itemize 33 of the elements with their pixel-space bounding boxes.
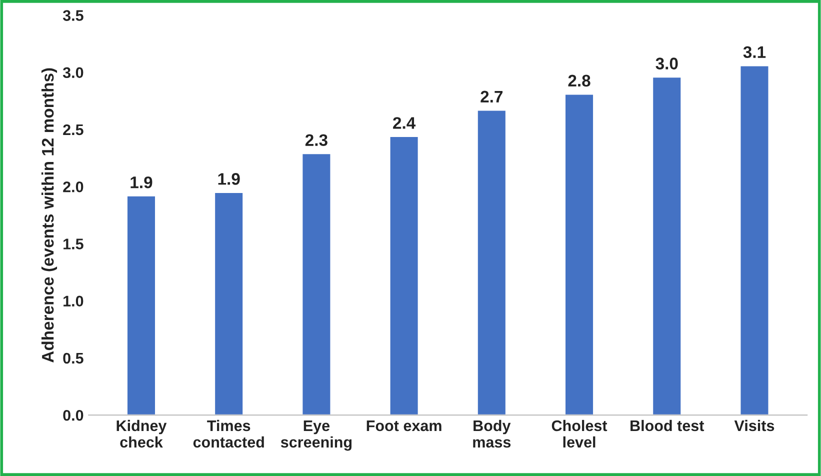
data-label: 1.9 <box>130 176 152 188</box>
bar <box>388 136 420 416</box>
y-tick-label: 0.0 <box>63 410 84 421</box>
bar <box>652 76 682 416</box>
data-label: 2.3 <box>305 134 328 146</box>
data-label: 2.7 <box>480 90 503 102</box>
data-label: 2.4 <box>393 117 416 129</box>
y-tick-label: 1.5 <box>64 238 84 250</box>
x-tick-label: Kidney check <box>116 420 167 448</box>
y-axis-title: Adherence (events within 12 months) <box>41 68 58 362</box>
bar <box>476 109 507 416</box>
x-tick-label: Eye screening <box>280 420 352 451</box>
x-tick-label: Blood test <box>630 420 704 432</box>
x-tick-label: Times contacted <box>193 420 264 448</box>
x-tick-label: Body mass <box>473 420 511 448</box>
data-label: 2.8 <box>568 74 590 87</box>
bar <box>126 195 156 416</box>
y-tick-label: 3.0 <box>62 67 84 78</box>
y-tick-label: 2.0 <box>63 181 84 192</box>
y-tick-label: 0.5 <box>63 352 84 364</box>
y-tick-label: 2.5 <box>63 124 84 136</box>
y-tick-label: 1.0 <box>64 296 84 307</box>
data-label: 3.0 <box>656 58 678 70</box>
bar <box>301 152 332 416</box>
data-label: 3.1 <box>743 46 766 58</box>
x-tick-label: Cholest level <box>552 420 608 448</box>
data-label: 1.9 <box>218 173 240 185</box>
bar <box>564 93 594 416</box>
x-tick-label: Visits <box>734 420 774 432</box>
y-tick-label: 3.5 <box>62 10 84 21</box>
x-tick-label: Foot exam <box>366 420 442 432</box>
bar <box>214 192 244 416</box>
bar <box>739 64 770 416</box>
